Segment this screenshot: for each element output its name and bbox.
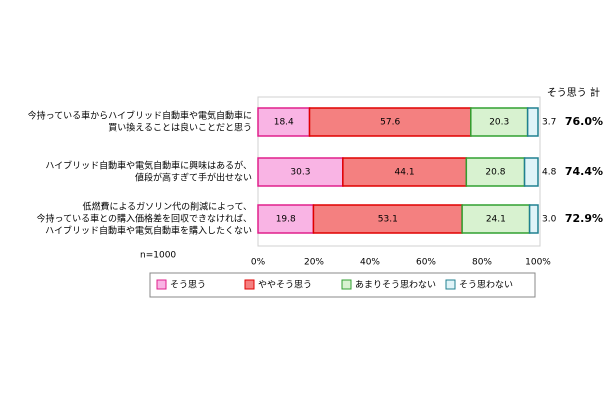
- value-label: 44.1: [395, 168, 415, 178]
- total-label: 72.9%: [565, 212, 603, 225]
- x-tick-label: 40%: [360, 258, 380, 268]
- bar-segment: [528, 204, 539, 234]
- value-label: 30.3: [290, 168, 310, 178]
- category-label: 買い換えることは良いことだと思う: [108, 122, 252, 134]
- total-label: 76.0%: [565, 115, 603, 128]
- value-label: 3.0: [542, 215, 557, 225]
- bar-segment: [523, 157, 539, 187]
- value-label: 53.1: [378, 215, 398, 225]
- bar-segment: [342, 157, 468, 187]
- category-label: ハイブリッド自動車や電気自動車に興味はあるが、: [45, 160, 252, 172]
- legend-label: そう思わない: [459, 280, 513, 291]
- value-label: 20.8: [485, 168, 505, 178]
- legend-swatch: [341, 279, 352, 290]
- value-label: 19.8: [276, 215, 296, 225]
- note: n=1000: [140, 251, 176, 261]
- value-label: 4.8: [542, 168, 557, 178]
- category-label: 値段が高すぎて手が出せない: [135, 172, 252, 184]
- bar-segment: [312, 204, 463, 234]
- legend-label: そう思う: [170, 280, 206, 291]
- x-tick-label: 0%: [251, 258, 266, 268]
- bar-segment: [257, 157, 344, 187]
- legend-swatch: [445, 279, 456, 290]
- category-label: ハイブリッド自動車や電気自動車を購入したくない: [45, 225, 252, 237]
- category-label: 今持っている車との購入価格差を回収できなければ、: [37, 213, 252, 225]
- value-label: 24.1: [486, 215, 506, 225]
- legend-label: あまりそう思わない: [355, 280, 436, 291]
- legend-swatch: [244, 279, 255, 290]
- totals-title: そう思う 計: [547, 86, 600, 99]
- x-tick-label: 100%: [525, 258, 551, 268]
- category-label: 低燃費によるガソリン代の削減によって、: [82, 201, 252, 213]
- total-label: 74.4%: [565, 165, 603, 178]
- category-label: 今持っている車からハイブリッド自動車や電気自動車に: [28, 110, 252, 122]
- bar-segment: [470, 107, 529, 137]
- value-label: 3.7: [542, 118, 556, 128]
- legend-swatch: [156, 279, 167, 290]
- bar-segment: [257, 107, 311, 137]
- legend-label: ややそう思う: [258, 280, 312, 291]
- x-tick-label: 80%: [472, 258, 492, 268]
- value-label: 20.3: [489, 118, 509, 128]
- bar-segment: [465, 157, 526, 187]
- value-label: 57.6: [380, 118, 400, 128]
- bar-segment: [526, 107, 539, 137]
- x-tick-label: 20%: [304, 258, 324, 268]
- x-tick-label: 60%: [416, 258, 436, 268]
- bar-segment: [257, 204, 315, 234]
- value-label: 18.4: [274, 118, 294, 128]
